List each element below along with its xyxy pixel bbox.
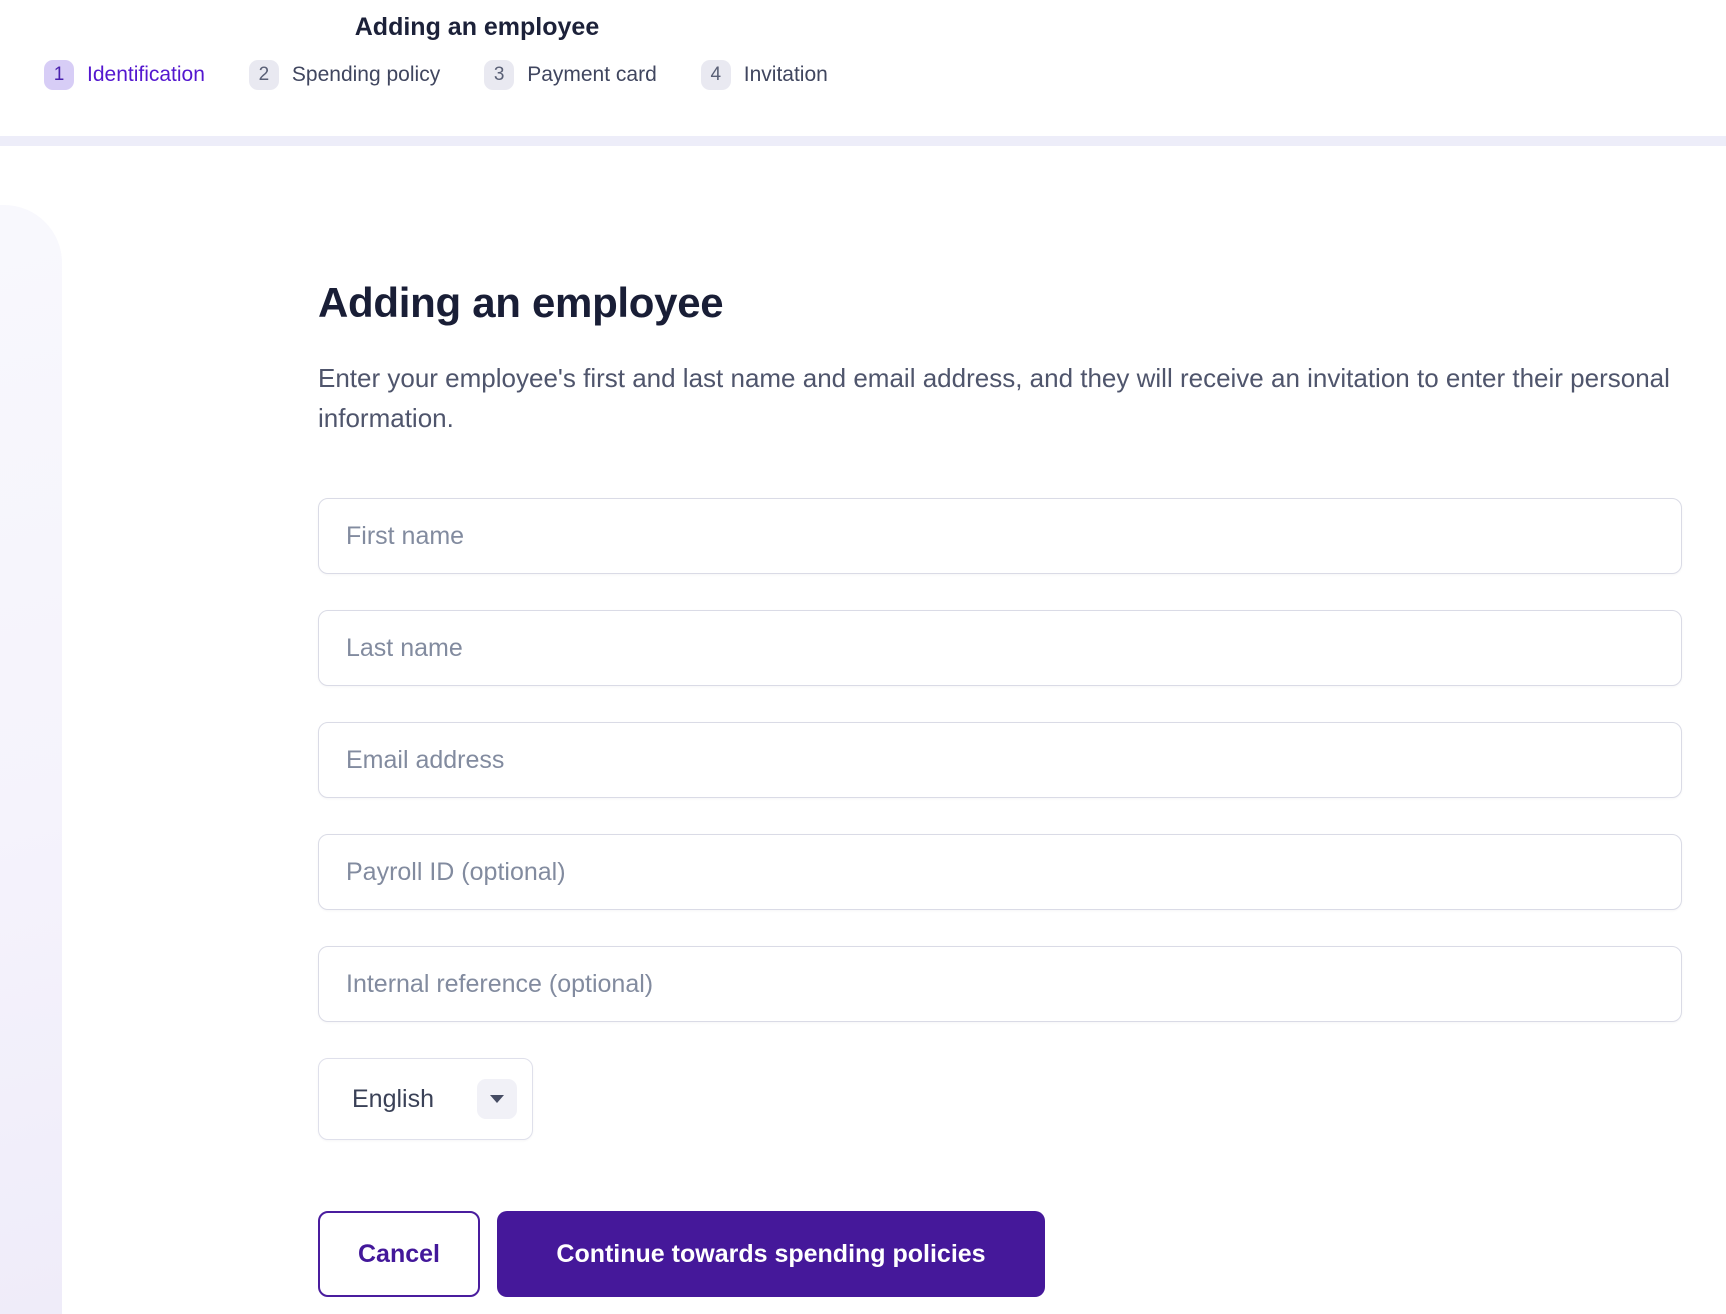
form-actions: Cancel Continue towards spending policie… — [318, 1211, 1682, 1297]
step-label: Invitation — [743, 63, 828, 86]
language-caret-button[interactable] — [477, 1079, 517, 1119]
payroll-id-field[interactable] — [318, 834, 1682, 910]
step-label: Spending policy — [291, 63, 441, 86]
internal-reference-field[interactable] — [318, 946, 1682, 1022]
step-number-badge: 2 — [248, 60, 279, 90]
email-field[interactable] — [318, 722, 1682, 798]
first-name-field[interactable] — [318, 498, 1682, 574]
step-spending-policy[interactable]: 2 Spending policy — [248, 60, 441, 90]
continue-button[interactable]: Continue towards spending policies — [497, 1211, 1045, 1297]
step-label: Payment card — [527, 63, 657, 86]
wizard-title: Adding an employee — [354, 13, 600, 41]
step-invitation[interactable]: 4 Invitation — [700, 60, 828, 90]
step-number-badge: 3 — [484, 60, 515, 90]
page-body: Adding an employee Enter your employee's… — [0, 146, 1726, 1314]
language-selected-value: English — [352, 1084, 434, 1113]
wizard-header: Adding an employee 1 Identification 2 Sp… — [0, 0, 1726, 136]
step-number-badge: 1 — [44, 60, 74, 90]
last-name-field[interactable] — [318, 610, 1682, 686]
cancel-button[interactable]: Cancel — [318, 1211, 480, 1297]
header-divider — [0, 136, 1726, 146]
wizard-stepper: 1 Identification 2 Spending policy 3 Pay… — [44, 60, 828, 90]
step-payment-card[interactable]: 3 Payment card — [484, 60, 657, 90]
page-description: Enter your employee's first and last nam… — [318, 363, 1670, 433]
language-dropdown[interactable]: English — [318, 1058, 533, 1140]
form-content: Adding an employee Enter your employee's… — [318, 146, 1682, 1297]
chevron-down-icon — [490, 1095, 504, 1103]
step-identification[interactable]: 1 Identification — [44, 60, 205, 90]
left-decoration-rail — [0, 205, 62, 1314]
step-label: Identification — [87, 63, 205, 86]
step-number-badge: 4 — [700, 60, 731, 90]
employee-form: English Cancel Continue towards spending… — [318, 498, 1682, 1297]
page-title: Adding an employee — [318, 279, 724, 326]
